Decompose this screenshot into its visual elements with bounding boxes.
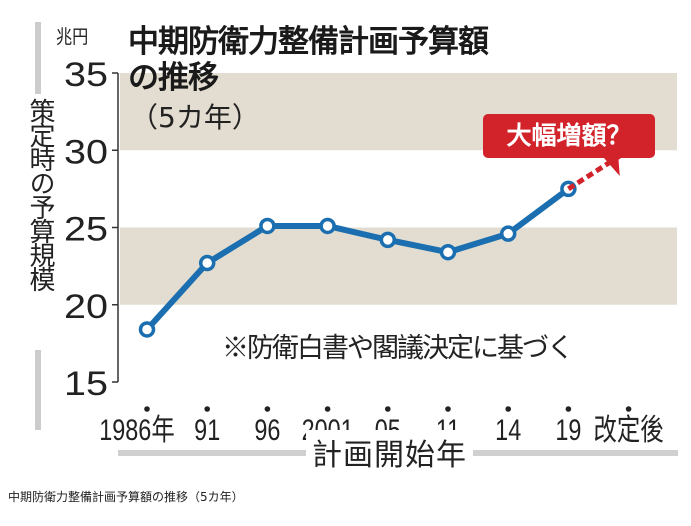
x-tick-dot bbox=[625, 406, 632, 412]
line-chart: 15202530351986年9196200105111419改定後 bbox=[35, 22, 678, 456]
x-tick-dot bbox=[144, 406, 150, 412]
decor-bar bbox=[35, 22, 41, 94]
x-tick-label: 91 bbox=[194, 414, 220, 447]
x-tick-dot bbox=[324, 406, 331, 412]
unit-label: 兆円 bbox=[56, 26, 89, 48]
data-point bbox=[198, 254, 216, 272]
y-axis-label: 策定時の予算規模 bbox=[25, 98, 55, 290]
x-tick-label: 19 bbox=[555, 414, 581, 447]
source-note: ※防衛白書や閣議決定に基づく bbox=[222, 333, 574, 364]
x-tick-dot bbox=[264, 406, 271, 412]
x-tick-label: 1986年 bbox=[99, 414, 174, 447]
x-tick-dot bbox=[385, 406, 391, 412]
x-tick-label: 14 bbox=[495, 414, 521, 447]
annotation-callout: 大幅増額？ bbox=[483, 114, 655, 158]
x-tick-label: 改定後 bbox=[594, 414, 664, 447]
x-tick-dot bbox=[505, 406, 512, 412]
y-tick-label: 30 bbox=[64, 133, 108, 171]
series-line bbox=[144, 186, 571, 332]
x-tick-dot bbox=[204, 406, 210, 412]
y-tick-label: 20 bbox=[64, 288, 108, 326]
chart-title: 中期防衛力整備計画予算額の推移 bbox=[128, 24, 508, 96]
x-tick-dot bbox=[445, 406, 451, 412]
x-tick-dot bbox=[565, 406, 572, 412]
data-point bbox=[439, 243, 457, 261]
chart-title-text: 中期防衛力整備計画予算額の推移 bbox=[128, 24, 489, 96]
decor-bar bbox=[35, 350, 41, 430]
data-point bbox=[379, 231, 397, 249]
data-point bbox=[259, 217, 276, 235]
data-point bbox=[499, 225, 517, 242]
data-point bbox=[319, 217, 336, 235]
data-point bbox=[138, 321, 156, 338]
x-tick-label: 96 bbox=[254, 414, 280, 447]
x-axis-label: 計画開始年 bbox=[306, 430, 473, 474]
y-tick-label: 15 bbox=[64, 365, 108, 403]
chart-subtitle: （5カ年） bbox=[130, 101, 260, 134]
y-tick-label: 35 bbox=[64, 56, 108, 94]
y-tick-label: 25 bbox=[64, 211, 108, 249]
image-caption: 中期防衛力整備計画予算額の推移（5カ年） bbox=[8, 490, 244, 504]
